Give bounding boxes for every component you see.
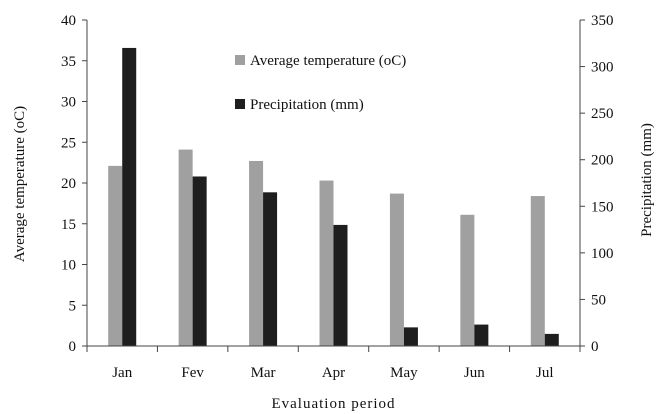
bar-temperature — [319, 180, 334, 346]
x-axis-title: Evaluation period — [271, 396, 395, 412]
x-tick-label: May — [390, 365, 418, 381]
legend-swatch-precipitation — [235, 99, 245, 109]
bar-precipitation — [544, 333, 559, 346]
right-y-axis-title: Precipitation (mm) — [639, 123, 655, 237]
ticks-layer: 0 5 10 15 20 25 30 35 40 0 50 100 150 200 250 300 350 Jan… — [61, 13, 614, 381]
legend-label-precipitation: Precipitation (mm) — [250, 97, 364, 113]
bars-layer — [108, 47, 559, 346]
right-tick-label: 50 — [591, 292, 606, 308]
x-tick-label: Jul — [536, 365, 554, 381]
right-tick-label: 250 — [591, 106, 614, 122]
bar-precipitation — [403, 327, 418, 346]
left-tick-label: 10 — [61, 258, 76, 274]
right-tick-label: 100 — [591, 246, 614, 262]
left-y-axis-title: Average temperature (oC) — [12, 106, 28, 262]
x-tick-label: Apr — [322, 365, 345, 381]
left-tick-label: 35 — [61, 54, 76, 70]
bar-temperature — [530, 196, 545, 346]
x-tick-label: Jan — [112, 365, 132, 381]
right-tick-label: 200 — [591, 153, 614, 169]
left-tick-label: 5 — [69, 298, 77, 314]
bar-precipitation — [192, 176, 207, 346]
x-tick-label: Fev — [181, 365, 204, 381]
bar-temperature — [178, 149, 193, 346]
bar-temperature — [389, 193, 404, 346]
bar-precipitation — [263, 192, 278, 346]
bar-temperature — [108, 165, 123, 346]
legend-swatch-temperature — [235, 55, 245, 65]
left-tick-label: 40 — [61, 13, 76, 29]
x-tick-label: Jun — [464, 365, 485, 381]
right-tick-label: 0 — [591, 339, 599, 355]
left-tick-label: 15 — [61, 217, 76, 233]
left-tick-label: 20 — [61, 176, 76, 192]
right-tick-label: 150 — [591, 199, 614, 215]
bar-precipitation — [474, 324, 489, 346]
right-tick-label: 300 — [591, 60, 614, 76]
left-tick-label: 30 — [61, 95, 76, 111]
right-tick-label: 350 — [591, 13, 614, 29]
bar-temperature — [249, 160, 264, 346]
bar-precipitation — [333, 224, 348, 346]
left-tick-label: 25 — [61, 135, 76, 151]
x-tick-label: Mar — [251, 365, 276, 381]
bar-temperature — [460, 214, 475, 346]
legend: Average temperature (oC) Precipitation (… — [235, 53, 406, 113]
legend-label-temperature: Average temperature (oC) — [250, 53, 406, 69]
bar-precipitation — [122, 47, 137, 346]
left-tick-label: 0 — [69, 339, 77, 355]
